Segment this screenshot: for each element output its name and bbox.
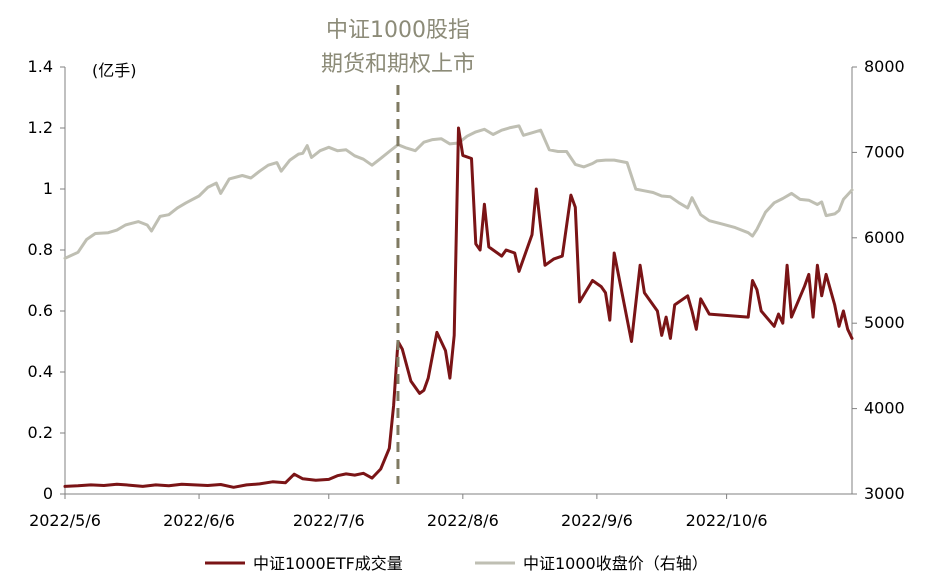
series-line-etf-volume xyxy=(63,126,854,489)
legend-label: 中证1000ETF成交量 xyxy=(253,554,403,573)
x-axis-tick-label: 2022/9/6 xyxy=(561,511,633,530)
left-axis-tick-label: 1 xyxy=(43,179,53,198)
x-axis-tick-label: 2022/6/6 xyxy=(163,511,235,530)
left-axis-tick-label: 0.2 xyxy=(28,423,53,442)
right-axis-tick-label: 3000 xyxy=(864,484,905,503)
right-axis-tick-label: 5000 xyxy=(864,313,905,332)
left-axis-tick-label: 0.4 xyxy=(28,362,53,381)
left-axis-unit-label: (亿手) xyxy=(92,61,137,80)
left-axis-tick-label: 0.6 xyxy=(28,301,53,320)
legend: 中证1000ETF成交量 中证1000收盘价（右轴） xyxy=(205,554,708,573)
right-axis-tick-label: 8000 xyxy=(864,57,905,76)
left-axis-tick-label: 0 xyxy=(43,484,53,503)
left-axis-tick-label: 1.4 xyxy=(28,57,53,76)
left-axis-tick-label: 1.2 xyxy=(28,118,53,137)
legend-label: 中证1000收盘价（右轴） xyxy=(523,554,708,573)
x-axis-tick-label: 2022/7/6 xyxy=(293,511,365,530)
x-axis-tick-label: 2022/8/6 xyxy=(427,511,499,530)
annotation-text: 期货和期权上市 xyxy=(321,52,475,77)
right-axis-tick-label: 4000 xyxy=(864,399,905,418)
series-layer xyxy=(63,124,854,489)
x-axis-tick-label: 2022/10/6 xyxy=(686,511,768,530)
right-axis-tick-label: 7000 xyxy=(864,142,905,161)
x-axis-tick-label: 2022/5/6 xyxy=(29,511,101,530)
left-axis-tick-label: 0.8 xyxy=(28,240,53,259)
right-axis-tick-label: 6000 xyxy=(864,228,905,247)
axes: 0 0.2 0.4 0.6 0.8 1 1.2 1.4 3000 4000 5000 6000 7000… xyxy=(28,57,905,530)
annotation-text: 中证1000股指 xyxy=(326,18,470,43)
series-line-close-price xyxy=(63,124,854,260)
